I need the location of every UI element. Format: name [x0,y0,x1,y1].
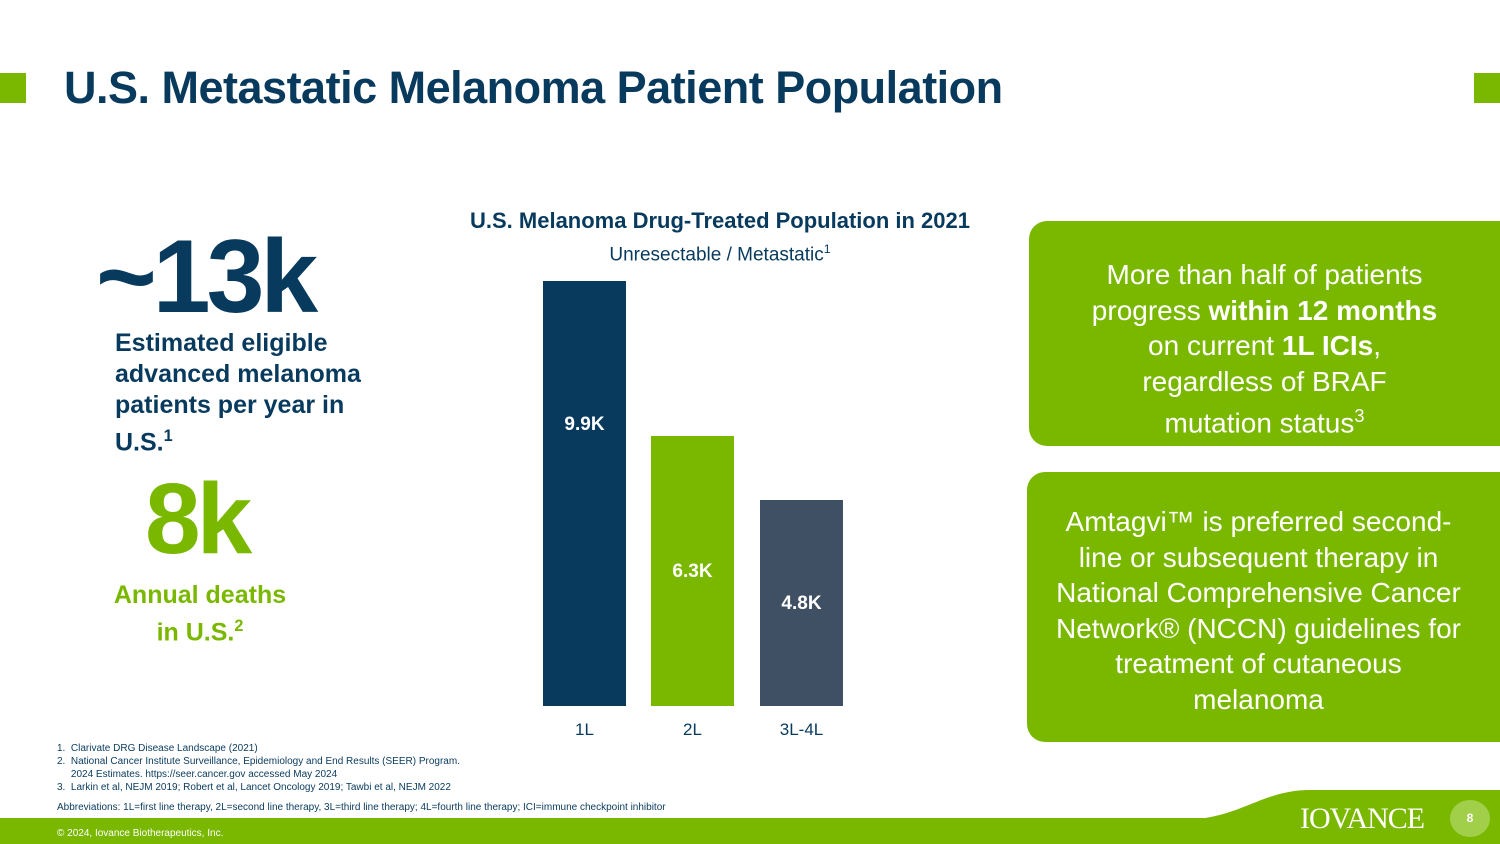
annual-deaths-label: Annual deaths in U.S.2 [100,580,300,648]
accent-square-left [0,73,26,103]
x-tick-label: 1L [575,720,594,739]
footnote-ref: 1 [823,242,831,256]
callout-line: regardless of BRAF [1142,365,1387,397]
accent-square-right [1474,73,1500,103]
callout-text: mutation status [1164,407,1355,439]
eligible-label-text: Estimated eligible advanced melanoma pat… [115,329,361,457]
page-title: U.S. Metastatic Melanoma Patient Populat… [64,62,1003,113]
footnote: 2024 Estimates. https://seer.cancer.gov … [57,769,338,780]
footnotes: 1. Clarivate DRG Disease Landscape (2021… [57,742,460,794]
callout-text: on current [1148,330,1282,361]
x-tick-label: 3L-4L [779,720,824,739]
chart-subtitle-text: Unresectable / Metastatic [609,244,824,266]
callout-line: on current 1L ICIs, [1029,328,1500,364]
bar-3L-4L [760,499,843,706]
callout-line: mutation status3 [1029,399,1500,441]
page-number: 8 [1450,800,1490,837]
chart-subtitle: Unresectable / Metastatic1 [440,242,1000,266]
eligible-patients-label: Estimated eligible advanced melanoma pat… [115,328,395,458]
footnote-ref: 1 [163,427,173,445]
data-label: 9.9K [564,413,605,435]
chart-title: U.S. Melanoma Drug-Treated Population in… [470,208,970,233]
bar-2L [651,435,734,706]
eligible-patients-stat: ~13k [96,219,318,335]
data-label: 4.8K [781,592,822,614]
annual-deaths-stat: 8k [145,463,252,575]
deaths-label-line2: in U.S.2 [100,611,300,648]
footer-curve [1180,790,1500,820]
callout-text: progress [1091,294,1209,326]
callout-line: progress within 12 months [1029,293,1500,329]
abbreviations: Abbreviations: 1L=first line therapy, 2L… [57,802,666,813]
callout-emphasis: 1L ICIs [1281,330,1374,361]
footer-bar [0,818,1500,844]
x-tick-label: 2L [683,720,702,739]
footnote: 1. Clarivate DRG Disease Landscape (2021… [57,743,258,754]
footnote-ref: 3 [1354,406,1365,426]
deaths-label-line1: Annual deaths [113,581,287,609]
callout-progression: More than half of patients progress with… [1029,221,1500,446]
callout-emphasis: within 12 months [1208,294,1438,326]
callout-line: More than half of patients [1106,259,1423,290]
footnote: 3. Larkin et al, NEJM 2019; Robert et al… [57,782,451,793]
deaths-label-text: in U.S. [156,618,235,647]
bar-1L [543,281,626,706]
callout-text: , [1373,330,1381,361]
callout-nccn: Amtagvi™ is preferred second-line or sub… [1027,472,1500,742]
footnote-ref: 2 [234,617,244,635]
data-label: 6.3K [672,560,713,582]
footnote: 2. National Cancer Institute Surveillanc… [57,756,460,767]
iovance-logo: IOVANCE [1300,802,1425,835]
copyright: © 2024, Iovance Biotherapeutics, Inc. [57,828,224,839]
